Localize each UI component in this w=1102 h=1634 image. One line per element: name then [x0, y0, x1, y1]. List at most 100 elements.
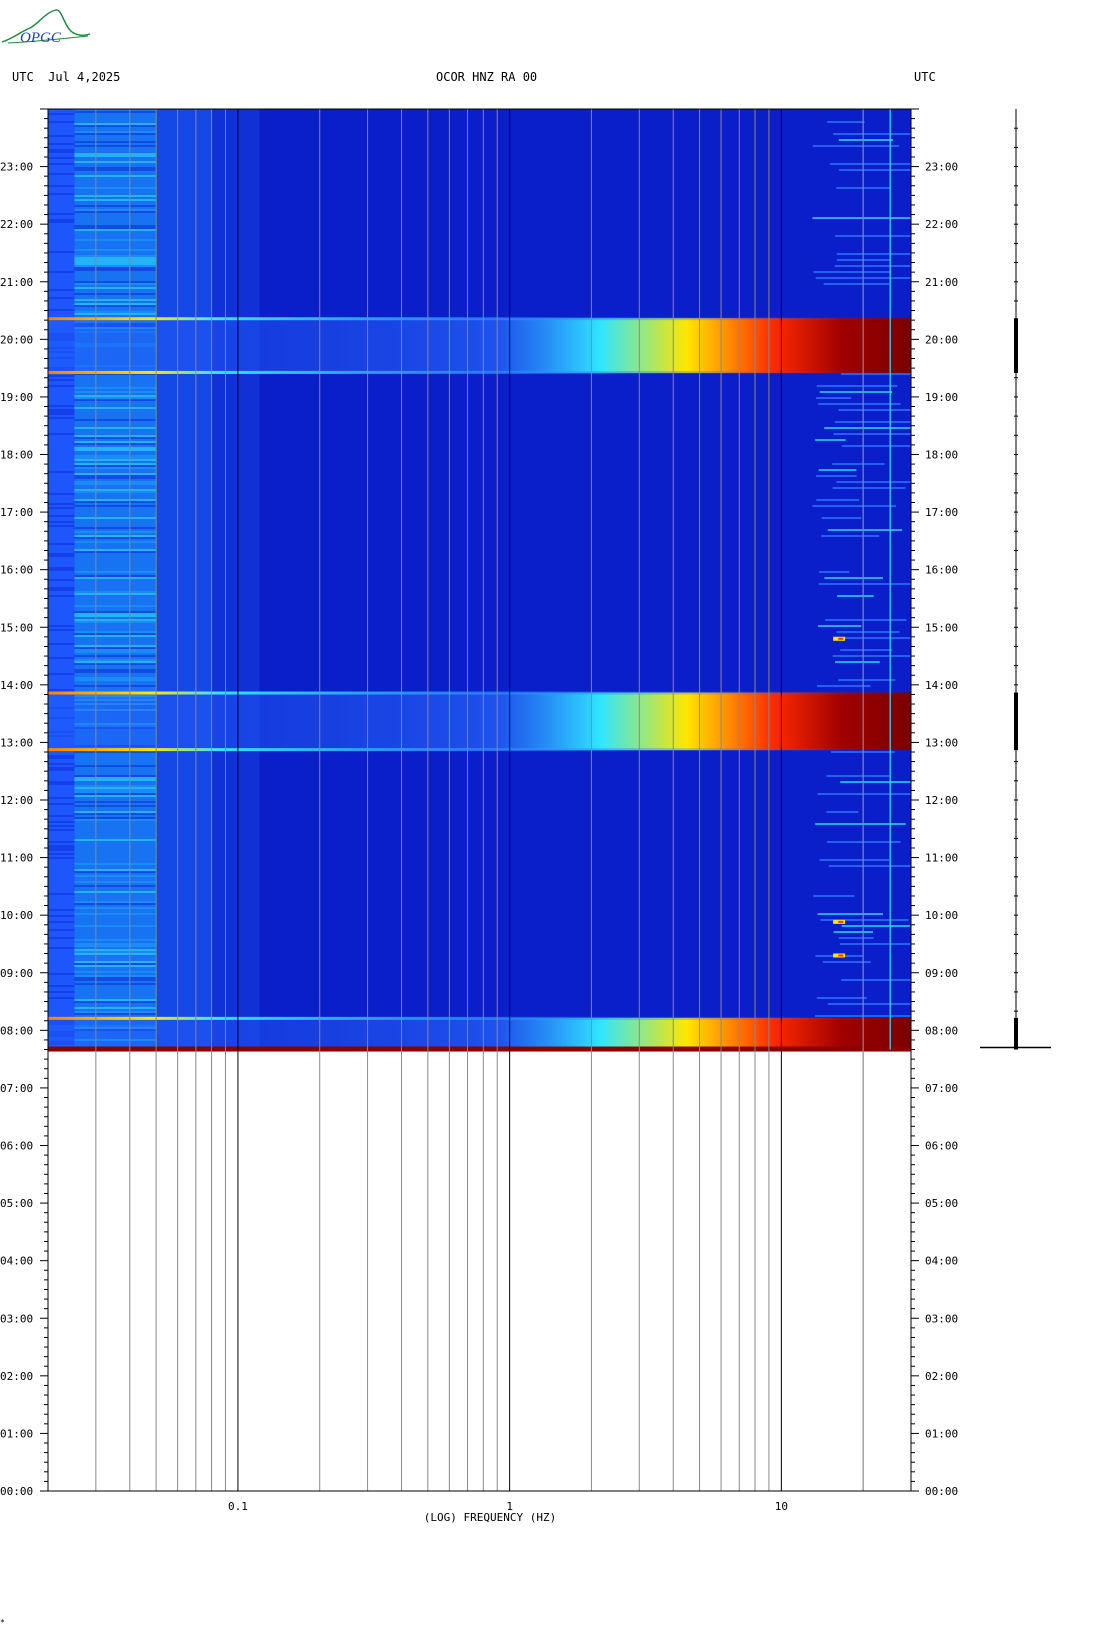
hf-speckle [834, 265, 911, 267]
noise-streak [48, 411, 75, 413]
noise-streak [74, 789, 157, 791]
noise-streak [48, 289, 75, 291]
noise-streak [74, 591, 157, 593]
noise-streak [74, 901, 157, 903]
noise-streak [48, 673, 75, 675]
energy-band-1-top-line [48, 1016, 911, 1020]
noise-streak [74, 537, 157, 539]
noise-streak [74, 447, 157, 449]
noise-streak [48, 379, 75, 381]
noise-streak [74, 209, 157, 211]
noise-streak [48, 643, 75, 645]
y-tick-label-left: 08:00 [0, 1024, 33, 1037]
hf-speckle [816, 499, 860, 501]
noise-streak [74, 123, 157, 125]
noise-streak [48, 829, 75, 831]
noise-streak [74, 169, 157, 171]
noise-streak [74, 155, 157, 157]
noise-streak [74, 313, 157, 315]
noise-streak [48, 433, 75, 435]
y-tick-label-left: 00:00 [0, 1485, 33, 1498]
noise-streak [74, 975, 157, 977]
x-axis-label: (LOG) FREQUENCY (HZ) [424, 1511, 556, 1524]
hf-speckle [827, 121, 865, 123]
noise-streak [74, 195, 157, 197]
noise-streak [74, 871, 157, 873]
noise-streak [74, 811, 157, 813]
noise-streak [48, 769, 75, 771]
hf-speckle [812, 217, 911, 219]
hf-speckle [816, 397, 852, 399]
noise-streak [74, 531, 157, 533]
noise-streak [74, 491, 157, 493]
noise-streak [74, 663, 157, 665]
noise-streak [74, 281, 157, 283]
y-tick-label-left: 21:00 [0, 276, 33, 289]
hf-speckle [840, 373, 911, 375]
noise-streak [74, 619, 157, 621]
noise-streak [48, 625, 75, 627]
hf-speckle [826, 811, 859, 813]
hf-speckle [840, 781, 911, 783]
noise-streak [48, 135, 75, 137]
noise-streak [74, 535, 157, 537]
hf-speckle [813, 895, 855, 897]
noise-streak [74, 269, 157, 271]
y-tick-label-right: 06:00 [925, 1140, 958, 1153]
noise-streak [48, 937, 75, 939]
seismic-trace-burst [1014, 318, 1018, 373]
noise-streak [48, 219, 75, 221]
energy-band-2-bottom-line [48, 748, 911, 752]
noise-streak [74, 261, 157, 263]
noise-streak [74, 153, 157, 155]
noise-streak [48, 909, 75, 911]
hf-speckle [815, 1015, 911, 1017]
hf-speckle [839, 943, 911, 945]
hf-speckle [838, 139, 894, 141]
noise-streak [48, 503, 75, 505]
noise-streak [74, 791, 157, 793]
noise-streak [74, 435, 157, 437]
y-tick-label-left: 02:00 [0, 1370, 33, 1383]
noise-streak [48, 471, 75, 473]
noise-streak [74, 593, 157, 595]
noise-streak [74, 499, 157, 501]
noise-streak [74, 407, 157, 409]
noise-streak [74, 161, 157, 163]
hf-speckle [819, 859, 889, 861]
hf-speckle [824, 577, 883, 579]
noise-streak [74, 551, 157, 553]
noise-streak [74, 777, 157, 779]
noise-streak [74, 311, 157, 313]
noise-streak [48, 589, 75, 591]
noise-streak [74, 1013, 157, 1015]
hf-speckle [827, 1003, 911, 1005]
y-tick-label-right: 21:00 [925, 276, 958, 289]
noise-streak [74, 205, 157, 207]
noise-streak [74, 293, 157, 295]
noise-streak [48, 567, 75, 569]
noise-streak [48, 825, 75, 827]
hf-speckle [832, 487, 906, 489]
noise-streak [74, 473, 157, 475]
hf-speckle [815, 277, 911, 279]
noise-streak [74, 979, 157, 981]
noise-streak [74, 651, 157, 653]
noise-streak [74, 863, 157, 865]
artifact-line [889, 109, 891, 1050]
noise-streak [48, 929, 75, 931]
noise-streak [74, 677, 157, 679]
noise-streak [48, 991, 75, 993]
noise-streak [74, 199, 157, 201]
noise-streak [74, 635, 157, 637]
spike-core [838, 637, 844, 640]
noise-streak [74, 621, 157, 623]
noise-streak [48, 781, 75, 783]
noise-streak [48, 309, 75, 311]
noise-streak [74, 437, 157, 439]
noise-streak [74, 963, 157, 965]
hf-speckle [819, 571, 850, 573]
y-tick-label-left: 23:00 [0, 161, 33, 174]
hf-speckle [817, 625, 862, 627]
